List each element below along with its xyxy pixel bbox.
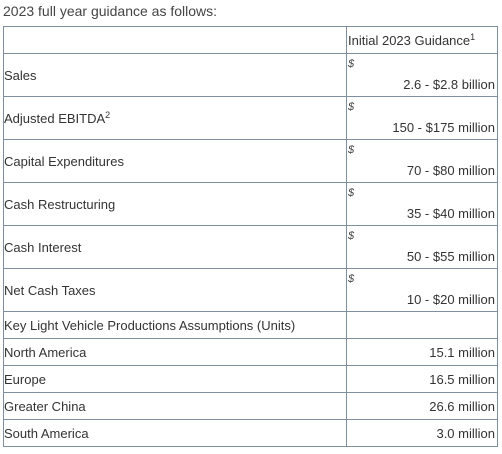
section-empty-cell [346, 311, 498, 339]
row-value: $35 - $40 million [346, 182, 498, 226]
footnote-marker: 2 [105, 110, 111, 120]
value-text: 10 - $20 million [406, 292, 495, 307]
table-row: Capital Expenditures $70 - $80 million [3, 139, 498, 183]
row-value: 3.0 million [346, 419, 498, 447]
row-label: Adjusted EBITDA2 [3, 96, 347, 140]
currency-symbol: $ [348, 58, 355, 70]
row-label: Net Cash Taxes [3, 268, 347, 312]
row-value: 15.1 million [346, 338, 498, 366]
section-row: Key Light Vehicle Productions Assumption… [3, 311, 498, 339]
row-value: $10 - $20 million [346, 268, 498, 312]
value-text: 150 - $175 million [392, 120, 495, 135]
table-row: Cash Restructuring $35 - $40 million [3, 182, 498, 226]
row-label: Europe [3, 365, 347, 393]
row-label: Greater China [3, 392, 347, 420]
header-label-cell [3, 26, 347, 54]
table-row: Cash Interest $50 - $55 million [3, 225, 498, 269]
footnote-marker: 1 [470, 32, 476, 42]
intro-text: 2023 full year guidance as follows: [3, 3, 218, 19]
row-value: $50 - $55 million [346, 225, 498, 269]
table-row: Adjusted EBITDA2 $150 - $175 million [3, 96, 498, 140]
table-row: South America 3.0 million [3, 419, 498, 447]
row-value: $70 - $80 million [346, 139, 498, 183]
row-value: 26.6 million [346, 392, 498, 420]
value-text: 70 - $80 million [406, 163, 495, 178]
row-label: North America [3, 338, 347, 366]
table-row: Net Cash Taxes $10 - $20 million [3, 268, 498, 312]
table-row: Sales $2.6 - $2.8 billion [3, 53, 498, 97]
section-label: Key Light Vehicle Productions Assumption… [3, 311, 347, 339]
row-label: Cash Interest [3, 225, 347, 269]
table-row: Europe 16.5 million [3, 365, 498, 393]
table-header-row: Initial 2023 Guidance1 [3, 26, 498, 54]
currency-symbol: $ [348, 230, 355, 242]
value-text: 50 - $55 million [406, 249, 495, 264]
currency-symbol: $ [348, 144, 355, 156]
row-value: $150 - $175 million [346, 96, 498, 140]
table-row: Greater China 26.6 million [3, 392, 498, 420]
row-label: Cash Restructuring [3, 182, 347, 226]
row-label: Capital Expenditures [3, 139, 347, 183]
header-value-cell: Initial 2023 Guidance1 [346, 26, 498, 54]
row-value: $2.6 - $2.8 billion [346, 53, 498, 97]
table-row: North America 15.1 million [3, 338, 498, 366]
header-value-text: Initial 2023 Guidance [348, 33, 471, 48]
value-text: 2.6 - $2.8 billion [403, 77, 495, 92]
row-label: South America [3, 419, 347, 447]
currency-symbol: $ [348, 187, 355, 199]
currency-symbol: $ [348, 273, 355, 285]
guidance-table: Initial 2023 Guidance1 Sales $2.6 - $2.8… [3, 26, 498, 447]
row-value: 16.5 million [346, 365, 498, 393]
row-label: Sales [3, 53, 347, 97]
value-text: 35 - $40 million [406, 206, 495, 221]
currency-symbol: $ [348, 101, 355, 113]
